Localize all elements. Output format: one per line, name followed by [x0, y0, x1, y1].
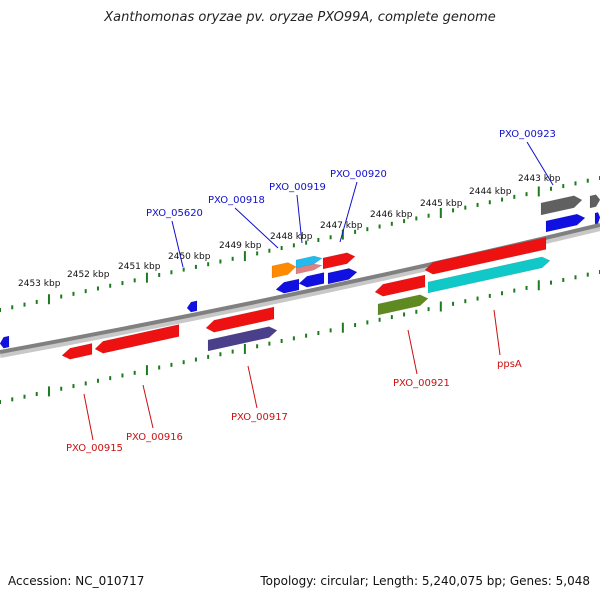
- gene-label-top: PXO_00918: [208, 195, 265, 206]
- tick-label: 2450 kbp: [168, 252, 211, 262]
- gene-red: [61, 343, 93, 360]
- gene-red: [322, 252, 356, 270]
- genome-summary: Topology: circular; Length: 5,240,075 bp…: [260, 574, 590, 588]
- gene-orange: [271, 262, 297, 279]
- genome-title: Xanthomonas oryzae pv. oryzae PXO99A, co…: [104, 10, 496, 25]
- genome-backbone: [0, 223, 600, 354]
- label-layer: PXO_05620 PXO_00918 PXO_00919 PXO_00920 PXO_…: [66, 129, 556, 454]
- tick-label: 2444 kbp: [469, 187, 512, 197]
- leader-line: [296, 194, 303, 244]
- gene-red-ppsa: [424, 237, 547, 275]
- gene-label-bottom: PXO_00915: [66, 443, 123, 454]
- gene-label-bottom: PXO_00917: [231, 412, 288, 423]
- gene-purple: [207, 326, 278, 352]
- leader-line: [142, 384, 154, 429]
- leader-line: [247, 365, 258, 409]
- gene-label-top: PXO_05620: [146, 208, 203, 219]
- gene-red: [374, 274, 426, 297]
- leader-line: [493, 309, 501, 356]
- gene-blue: [327, 268, 358, 285]
- gene-blue: [545, 213, 586, 233]
- gene-label-top: PXO_00923: [499, 129, 556, 140]
- tick-label: 2443 kbp: [518, 174, 561, 184]
- gene-label-bottom: PXO_00921: [393, 378, 450, 389]
- tick-label: 2451 kbp: [118, 262, 161, 272]
- leader-line: [234, 207, 279, 249]
- gene-blue: [594, 212, 600, 225]
- gene-red: [94, 324, 180, 354]
- gene-layer: [0, 194, 600, 360]
- tick-label: 2447 kbp: [320, 221, 363, 231]
- tick-label: 2446 kbp: [370, 210, 413, 220]
- tick-label: 2453 kbp: [18, 279, 61, 289]
- gene-blue: [298, 272, 325, 288]
- tick-label: 2448 kbp: [270, 232, 313, 242]
- leader-line: [83, 393, 94, 441]
- tick-layer: 2453 kbp 2452 kbp 2451 kbp 2450 kbp 2449 kbp…: [0, 174, 600, 404]
- leader-line: [526, 141, 554, 186]
- gene-label-top: PXO_00920: [330, 169, 387, 180]
- gene-blue: [275, 278, 300, 294]
- leader-line: [407, 329, 418, 375]
- gene-gray: [540, 195, 583, 216]
- accession-text: Accession: NC_010717: [8, 574, 145, 588]
- leader-line: [171, 220, 184, 268]
- gene-skyblue: [295, 255, 323, 269]
- gene-red: [205, 306, 275, 333]
- gene-label-bottom: PXO_00916: [126, 432, 183, 443]
- gene-blue: [0, 335, 10, 349]
- leader-line: [339, 181, 358, 243]
- gene-pink: [295, 263, 323, 275]
- tick-label: 2452 kbp: [67, 270, 110, 280]
- gene-cyan: [427, 256, 551, 294]
- gene-gray: [589, 194, 600, 209]
- gene-label-bottom: ppsA: [497, 359, 522, 370]
- tick-label: 2449 kbp: [219, 241, 262, 251]
- gene-olive: [377, 294, 429, 316]
- gene-blue: [186, 300, 198, 313]
- tick-label: 2445 kbp: [420, 199, 463, 209]
- gene-label-top: PXO_00919: [269, 182, 326, 193]
